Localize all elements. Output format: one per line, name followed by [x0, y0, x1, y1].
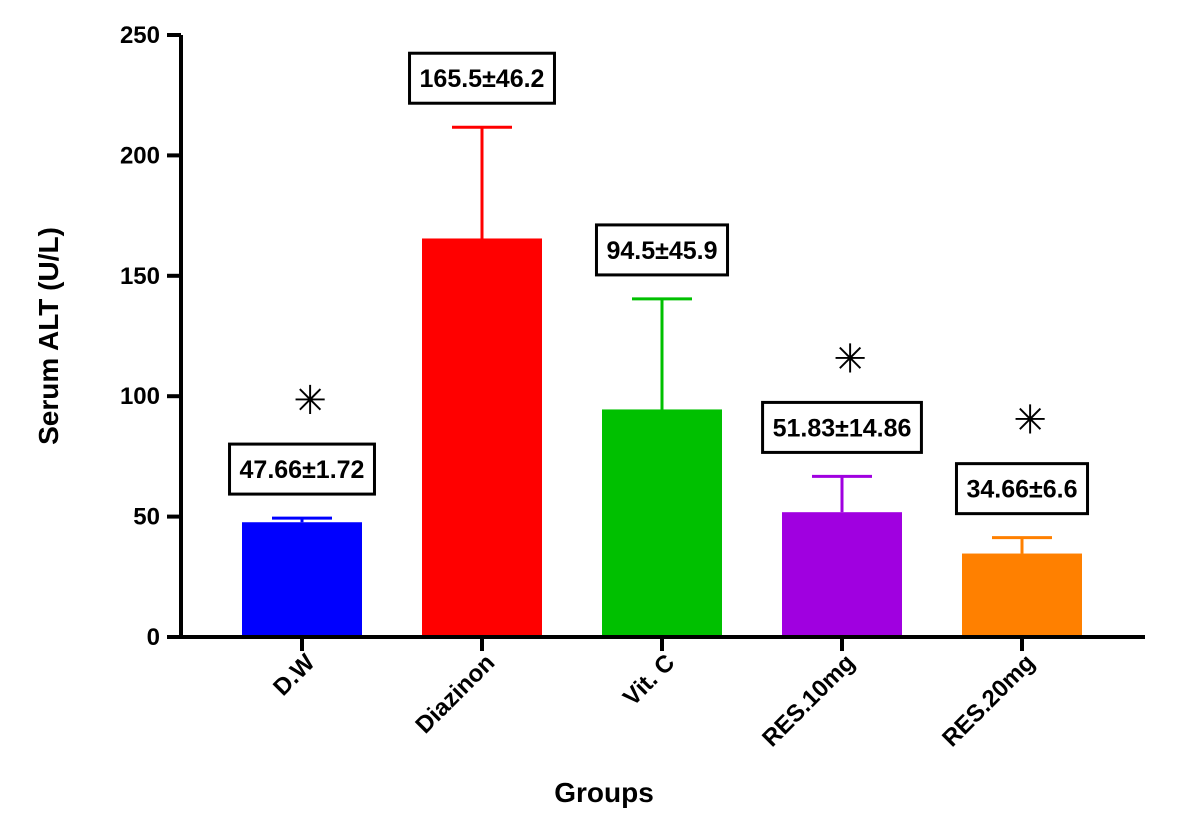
y-tick-label: 0: [147, 624, 160, 651]
significance-layer: ✳ ✳ ✳: [293, 336, 1047, 443]
value-label-text: 94.5±45.9: [606, 237, 717, 265]
error-bars-layer: [272, 125, 1052, 554]
bar: [422, 238, 542, 637]
x-tick-label: D.W: [268, 649, 320, 701]
value-label-text: 34.66±6.6: [966, 476, 1077, 504]
y-tick-label: 250: [120, 22, 160, 49]
value-label: 34.66±6.6: [954, 462, 1090, 516]
y-tick-label: 100: [120, 383, 160, 410]
value-label: 47.66±1.72: [228, 442, 376, 496]
y-axis-title: Serum ALT (U/L): [33, 227, 64, 445]
x-tick-label: Vit. C: [618, 649, 680, 711]
value-label-box: [228, 442, 376, 496]
significance-star: ✳: [833, 336, 867, 382]
bar: [962, 553, 1082, 637]
bar: [782, 512, 902, 637]
y-tick-label: 50: [133, 504, 160, 531]
bar: [602, 409, 722, 637]
y-ticks-layer: 0 50 100 150 200 250: [120, 22, 181, 651]
significance-star: ✳: [293, 378, 327, 424]
value-label: 51.83±14.86: [761, 400, 923, 454]
y-tick-label: 150: [120, 263, 160, 290]
value-label-text: 51.83±14.86: [773, 414, 912, 442]
significance-star: ✳: [1013, 398, 1047, 444]
value-label-box: [408, 51, 556, 105]
x-axis-title: Groups: [554, 777, 654, 808]
x-tick-label: RES.10mg: [757, 649, 860, 752]
x-tick-label: RES.20mg: [937, 649, 1040, 752]
value-label-box: [761, 400, 923, 454]
value-label-text: 47.66±1.72: [240, 456, 365, 484]
x-ticks-layer: D.W Diazinon Vit. C RES.10mg RES.20mg: [268, 637, 1040, 752]
x-tick-label: Diazinon: [410, 649, 500, 739]
value-label-box: [594, 223, 730, 277]
value-label-box: [954, 462, 1090, 516]
value-label: 165.5±46.2: [408, 51, 556, 105]
bar: [242, 522, 362, 637]
value-labels-layer: 47.66±1.72 165.5±46.2 94.5±45.9 51.83±14.86…: [228, 51, 1090, 516]
value-label: 94.5±45.9: [594, 223, 730, 277]
bars-layer: [242, 238, 1082, 637]
y-tick-label: 200: [120, 142, 160, 169]
value-label-text: 165.5±46.2: [420, 65, 545, 93]
